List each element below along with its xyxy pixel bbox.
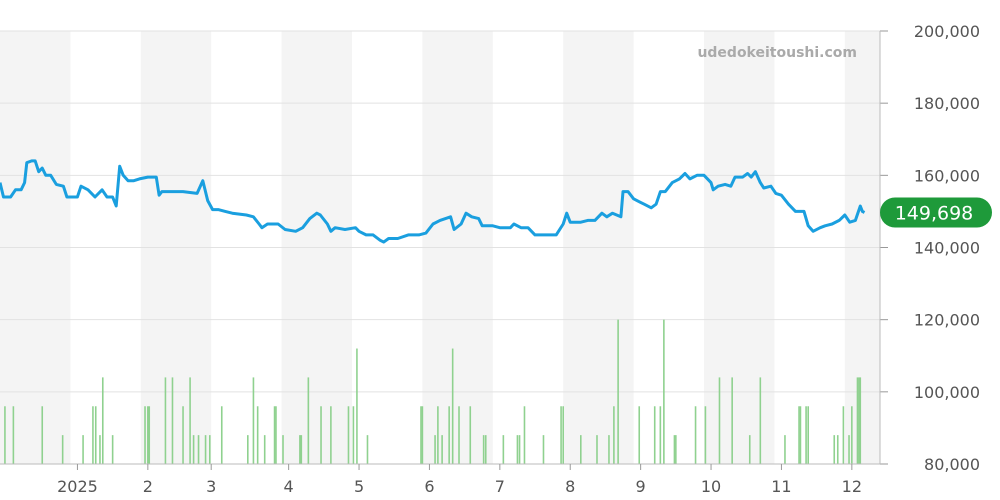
x-tick-label-1: 2 <box>143 477 153 496</box>
y-tick-label-3: 140,000 <box>914 239 980 258</box>
y-tick-label-1: 180,000 <box>914 94 980 113</box>
last-price-label: 149,698 <box>895 203 974 225</box>
y-tick-label-5: 100,000 <box>914 383 980 402</box>
x-tick-label-10: 11 <box>771 477 791 496</box>
x-tick-label-3: 4 <box>284 477 294 496</box>
x-tick-label-8: 9 <box>636 477 646 496</box>
x-tick-label-2: 3 <box>206 477 216 496</box>
last-price-badge-bg <box>880 197 992 228</box>
y-tick-label-2: 160,000 <box>914 166 980 185</box>
x-tick-label-6: 7 <box>495 477 505 496</box>
y-axis: 200,000 180,000 160,000 140,000 120,000 100,0… <box>879 22 980 474</box>
y-tick-label-6: 80,000 <box>924 455 980 474</box>
x-axis: 2025 2 3 4 5 6 7 8 9 10 11 12 <box>0 463 880 496</box>
y-tick-label-0: 200,000 <box>914 22 980 41</box>
x-tick-label-5: 6 <box>424 477 434 496</box>
volume-bars <box>4 319 862 464</box>
x-tick-label-11: 12 <box>842 477 862 496</box>
y-tick-label-4: 120,000 <box>914 311 980 330</box>
x-tick-label-0: 2025 <box>57 477 98 496</box>
x-tick-label-9: 10 <box>701 477 721 496</box>
last-price-badge: 149,698 <box>880 197 992 228</box>
grid-lines <box>0 30 880 465</box>
watermark: udedokeitoushi.com <box>697 45 857 61</box>
x-tick-label-7: 8 <box>565 477 575 496</box>
price-line <box>0 159 866 244</box>
x-tick-label-4: 5 <box>354 477 364 496</box>
